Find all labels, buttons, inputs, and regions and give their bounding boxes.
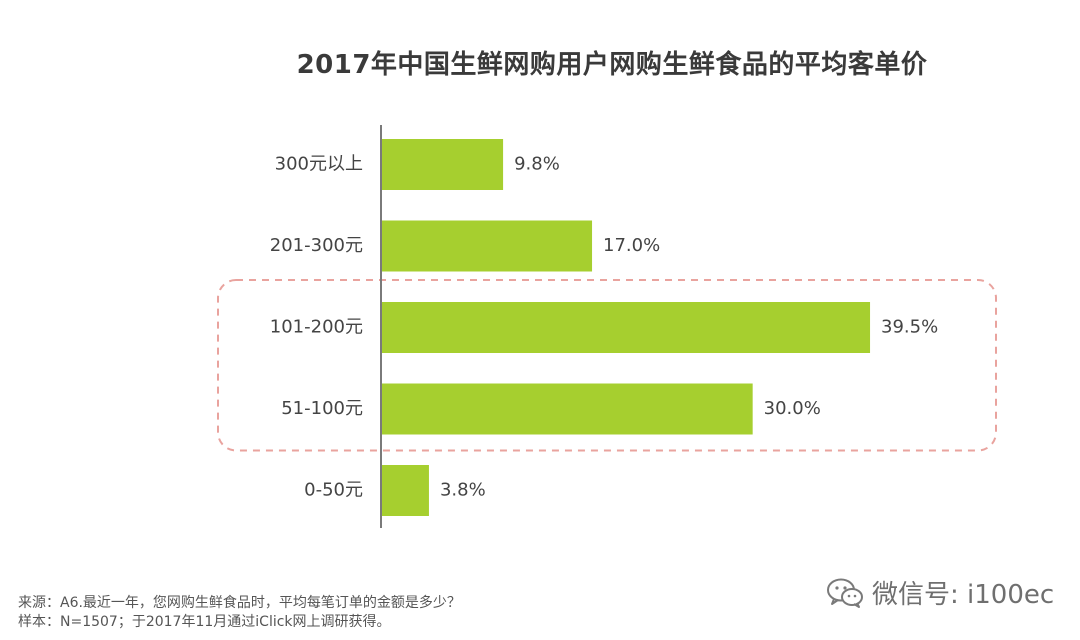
bar-2 [382, 220, 593, 272]
highlight-box [217, 279, 997, 452]
category-label: 0-50元 [304, 480, 363, 501]
category-label: 51-100元 [281, 398, 363, 419]
category-label: 201-300元 [270, 235, 363, 256]
value-label: 30.0% [764, 398, 821, 419]
watermark-text: 微信号: i100ec [872, 580, 1055, 610]
category-label: 300元以上 [275, 154, 363, 175]
category-label: 101-200元 [270, 317, 363, 338]
bar-3 [382, 302, 871, 353]
source-note: 来源：A6.最近一年，您网购生鲜食品时，平均每笔订单的金额是多少？ [18, 595, 461, 611]
wechat-icon [827, 578, 863, 608]
value-label: 3.8% [440, 480, 486, 501]
bar-4 [382, 383, 753, 435]
sample-note: 样本：N=1507；于2017年11月通过iClick网上调研获得。 [18, 614, 391, 630]
value-label: 17.0% [603, 235, 660, 256]
wechat-watermark: 微信号: i100ec [826, 574, 1054, 611]
chart-title: 2017年中国生鲜网购用户网购生鲜食品的平均客单价 [296, 50, 928, 80]
bar-5 [382, 465, 429, 516]
bar-1 [382, 139, 504, 190]
value-label: 9.8% [514, 154, 560, 175]
value-label: 39.5% [881, 317, 938, 338]
